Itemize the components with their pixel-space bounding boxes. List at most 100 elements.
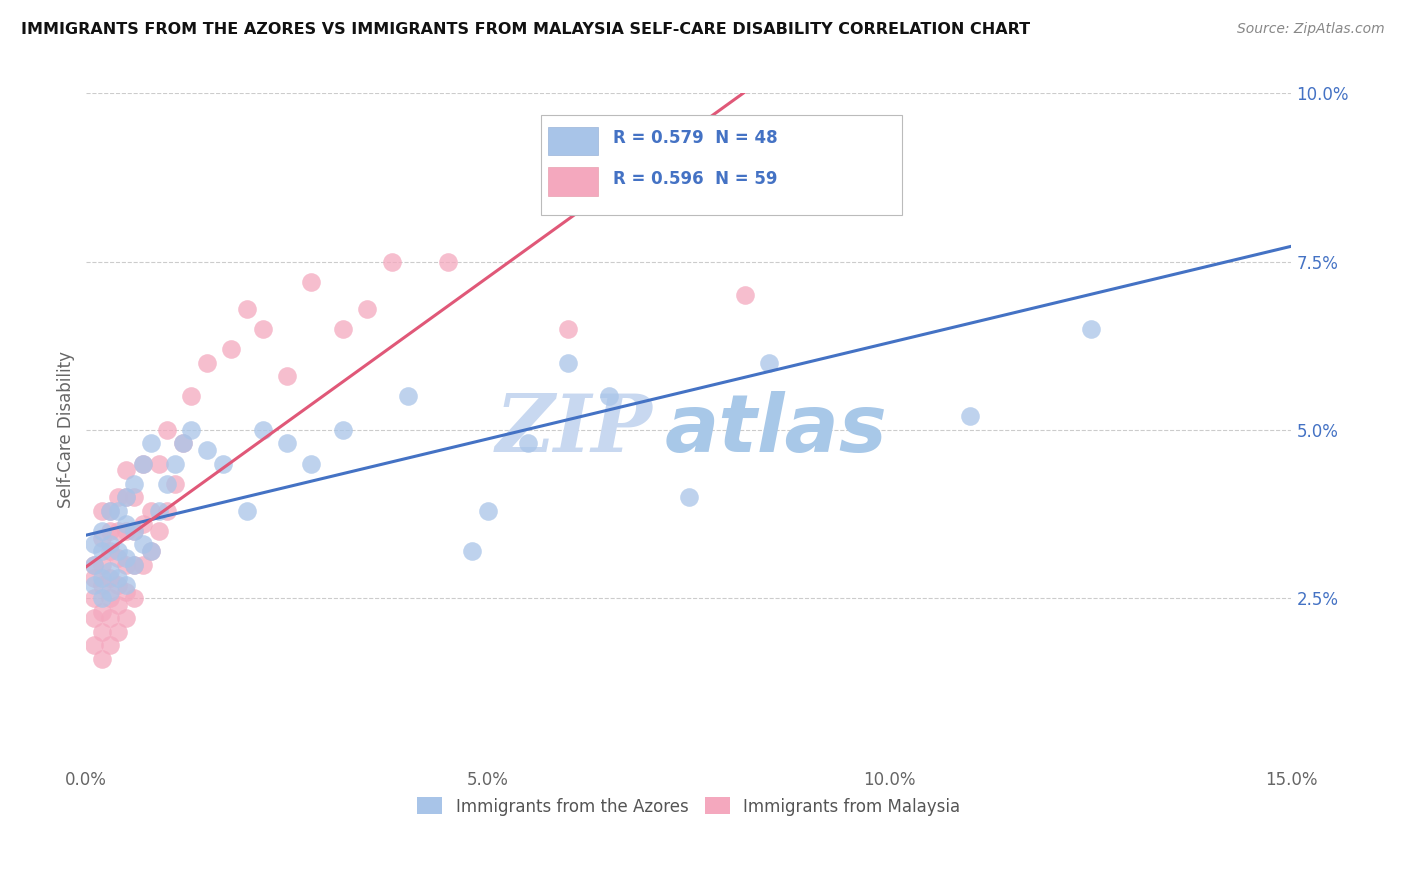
Point bbox=[91, 578, 114, 592]
Point bbox=[100, 565, 122, 579]
Point bbox=[195, 443, 218, 458]
Point bbox=[107, 544, 129, 558]
Point bbox=[100, 524, 122, 538]
Point bbox=[91, 605, 114, 619]
Point bbox=[236, 504, 259, 518]
Point bbox=[131, 537, 153, 551]
Point bbox=[91, 652, 114, 666]
Point bbox=[131, 457, 153, 471]
Point bbox=[332, 322, 354, 336]
Point bbox=[107, 578, 129, 592]
Point bbox=[156, 504, 179, 518]
Point bbox=[131, 558, 153, 572]
Point bbox=[115, 524, 138, 538]
Point bbox=[115, 558, 138, 572]
Point bbox=[115, 490, 138, 504]
Point bbox=[381, 254, 404, 268]
Point bbox=[396, 389, 419, 403]
Point bbox=[91, 571, 114, 585]
Point bbox=[91, 531, 114, 545]
Point bbox=[148, 524, 170, 538]
Point bbox=[299, 275, 322, 289]
Text: ZIP: ZIP bbox=[496, 392, 652, 468]
Point bbox=[91, 558, 114, 572]
Point bbox=[734, 288, 756, 302]
Point bbox=[172, 436, 194, 450]
Text: R = 0.596  N = 59: R = 0.596 N = 59 bbox=[613, 169, 778, 188]
Point bbox=[107, 598, 129, 612]
Point bbox=[83, 611, 105, 625]
Y-axis label: Self-Care Disability: Self-Care Disability bbox=[58, 351, 75, 508]
Point bbox=[356, 301, 378, 316]
Point bbox=[107, 624, 129, 639]
Point bbox=[115, 550, 138, 565]
Point bbox=[100, 504, 122, 518]
Point bbox=[517, 436, 540, 450]
Point bbox=[83, 537, 105, 551]
Point bbox=[107, 490, 129, 504]
Point bbox=[838, 167, 860, 181]
Point bbox=[124, 476, 146, 491]
Point bbox=[115, 463, 138, 477]
Point bbox=[139, 436, 162, 450]
Point bbox=[83, 571, 105, 585]
Point bbox=[107, 550, 129, 565]
Point bbox=[163, 476, 186, 491]
Point bbox=[219, 342, 242, 356]
Point bbox=[124, 558, 146, 572]
Point bbox=[100, 544, 122, 558]
Point bbox=[139, 504, 162, 518]
Point bbox=[91, 524, 114, 538]
Point bbox=[107, 571, 129, 585]
Point bbox=[172, 436, 194, 450]
Point bbox=[156, 423, 179, 437]
Point bbox=[124, 524, 146, 538]
Point bbox=[131, 517, 153, 532]
Point bbox=[276, 436, 298, 450]
Point bbox=[100, 611, 122, 625]
Point bbox=[100, 504, 122, 518]
Point bbox=[115, 578, 138, 592]
Point bbox=[91, 544, 114, 558]
FancyBboxPatch shape bbox=[548, 168, 599, 195]
Point bbox=[598, 389, 620, 403]
Point bbox=[148, 504, 170, 518]
Text: R = 0.579  N = 48: R = 0.579 N = 48 bbox=[613, 129, 778, 147]
Point bbox=[252, 423, 274, 437]
Point bbox=[115, 517, 138, 532]
Point bbox=[148, 457, 170, 471]
Text: Source: ZipAtlas.com: Source: ZipAtlas.com bbox=[1237, 22, 1385, 37]
Point bbox=[124, 558, 146, 572]
Point bbox=[461, 544, 484, 558]
Point bbox=[437, 254, 460, 268]
Text: IMMIGRANTS FROM THE AZORES VS IMMIGRANTS FROM MALAYSIA SELF-CARE DISABILITY CORR: IMMIGRANTS FROM THE AZORES VS IMMIGRANTS… bbox=[21, 22, 1031, 37]
Point bbox=[91, 591, 114, 606]
Point bbox=[299, 457, 322, 471]
Point bbox=[678, 490, 700, 504]
Point bbox=[100, 537, 122, 551]
Point bbox=[124, 524, 146, 538]
Point bbox=[139, 544, 162, 558]
Point bbox=[332, 423, 354, 437]
Point bbox=[83, 558, 105, 572]
Point bbox=[107, 524, 129, 538]
Point bbox=[124, 490, 146, 504]
Point bbox=[163, 457, 186, 471]
Point bbox=[83, 578, 105, 592]
Point bbox=[83, 558, 105, 572]
Point bbox=[557, 356, 579, 370]
Point bbox=[252, 322, 274, 336]
Point bbox=[276, 369, 298, 384]
Point bbox=[100, 571, 122, 585]
Point bbox=[107, 504, 129, 518]
Point bbox=[100, 584, 122, 599]
Point bbox=[1080, 322, 1102, 336]
Point bbox=[557, 322, 579, 336]
Point bbox=[100, 639, 122, 653]
Point bbox=[758, 356, 780, 370]
Point bbox=[180, 423, 202, 437]
Point bbox=[115, 490, 138, 504]
Point bbox=[236, 301, 259, 316]
Point bbox=[83, 639, 105, 653]
Point bbox=[180, 389, 202, 403]
